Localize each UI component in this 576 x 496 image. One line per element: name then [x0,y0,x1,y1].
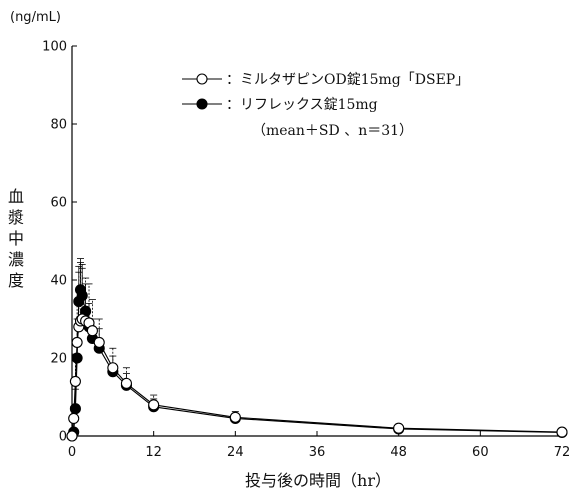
data-point-open [107,362,119,374]
y-tick-label: 40 [50,274,67,289]
plot-area [66,258,568,442]
data-point-open [71,336,83,348]
series-line [71,318,563,437]
data-point-open [69,375,81,387]
legend-marker-filled [196,98,208,110]
data-point-open [148,399,160,411]
series-0-markers [66,313,568,442]
axes: 0 20 40 60 80 100 0 12 24 36 48 60 72 [42,40,570,461]
data-point-open [68,412,80,425]
legend-marker-open [196,73,208,85]
series-0 [70,262,566,437]
x-tick-label: 72 [554,445,571,460]
data-point-filled [69,403,81,415]
legend-entry-text: ：ミルタザピンOD錠15mg「DSEP」 [226,72,469,88]
y-tick-label: 60 [50,196,67,211]
x-tick-label: 48 [390,445,407,460]
y-axis-label-char: 中 [8,229,24,248]
y-tick-label: 0 [59,430,67,445]
data-point-open [229,411,241,423]
data-point-open [120,377,132,389]
data-point-open [393,422,405,434]
x-tick-label: 60 [472,445,489,460]
data-point-filled [71,352,83,364]
series-line [71,289,563,437]
y-axis-label-char: 漿 [8,208,24,227]
y-tick-label: 100 [42,40,67,55]
x-tick-label: 0 [68,445,76,460]
data-point-filled [76,290,88,302]
data-point-open [66,430,78,442]
y-axis-label-char: 血 [8,187,24,206]
legend-entry-text: ：リフレックス錠15mg [226,97,378,113]
y-tick-label: 80 [50,118,67,133]
legend: ：ミルタザピンOD錠15mg「DSEP」 ：リフレックス錠15mg （mean＋SD… [182,72,469,139]
y-axis-label-char: 度 [8,271,24,290]
series-1 [70,258,566,437]
x-axis-label: 投与後の時間（hr） [245,471,391,490]
x-tick-label: 24 [227,445,244,460]
y-tick-label: 20 [50,352,67,367]
data-point-open [93,336,105,348]
data-point-open [86,325,98,337]
legend-note: （mean＋SD 、n＝31） [252,123,413,139]
series-1-markers [66,284,568,442]
unit-label: (ng/mL) [10,10,61,25]
x-tick-label: 12 [145,445,162,460]
x-tick-label: 36 [309,445,326,460]
data-point-open [556,426,568,438]
y-axis-label-char: 濃 [8,250,24,269]
